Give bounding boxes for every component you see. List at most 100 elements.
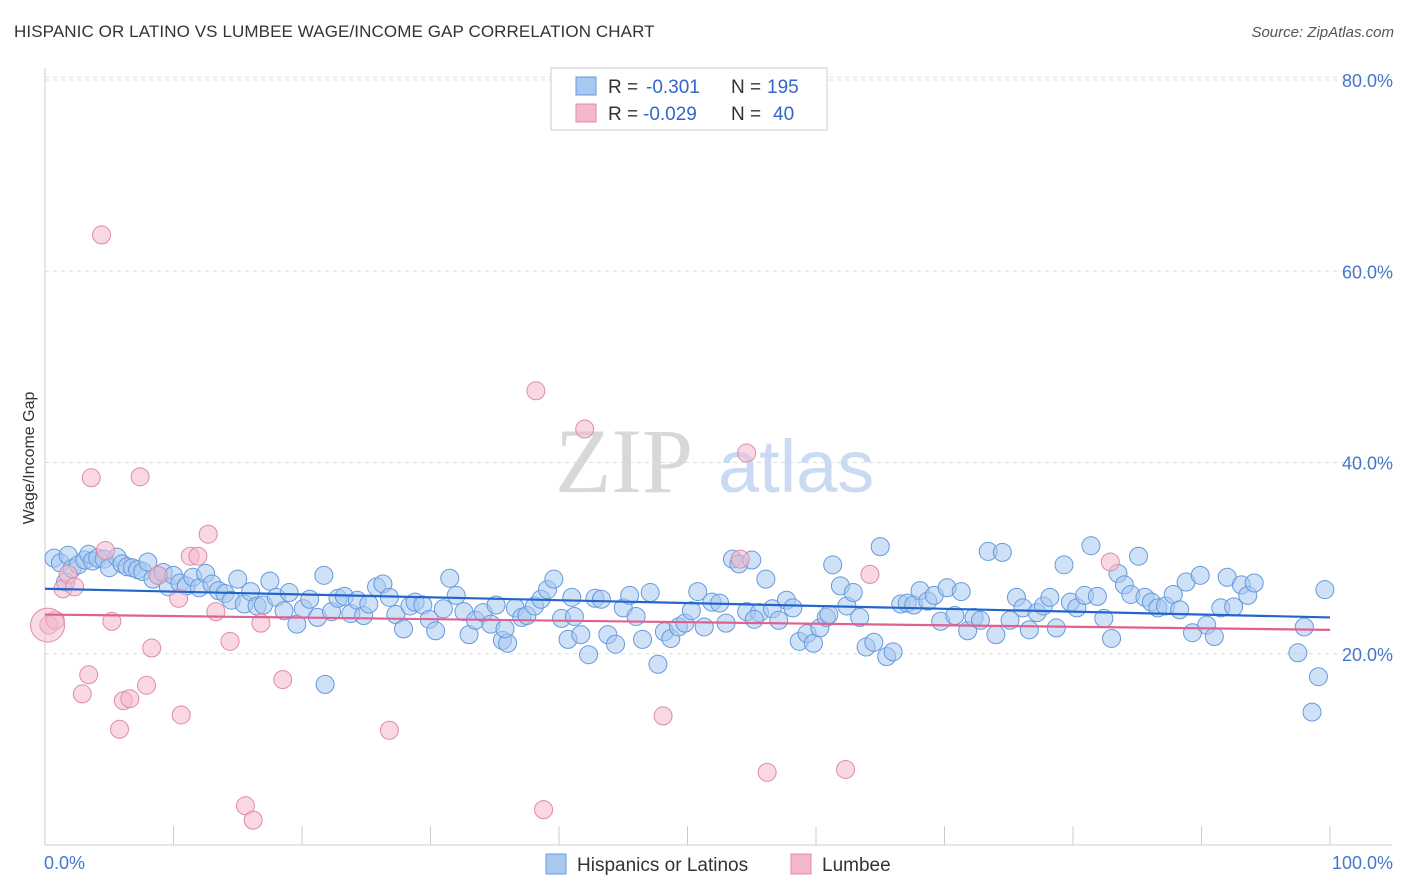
hispanic-point-66 <box>446 585 466 605</box>
hispanic-point-161 <box>1087 586 1107 606</box>
hispanic-point-147 <box>992 542 1012 562</box>
legend-r-label-0: R = <box>608 77 638 98</box>
hispanic-point-65 <box>440 568 460 588</box>
hispanic-point-129 <box>870 537 890 557</box>
lumbee-point-18 <box>169 588 189 608</box>
hispanic-point-155 <box>1046 618 1066 638</box>
hispanic-point-190 <box>315 674 335 694</box>
series-hispanics-points <box>44 536 1335 722</box>
lumbee-point-22 <box>198 524 218 544</box>
hispanic-point-146 <box>986 625 1006 645</box>
watermark-zip: ZIP <box>555 410 693 512</box>
hispanic-point-40 <box>274 601 294 621</box>
bottom-legend-label-hispanics: Hispanics or Latinos <box>577 855 748 876</box>
hispanic-point-126 <box>850 607 870 627</box>
hispanic-point-86 <box>579 645 599 665</box>
trend-lines <box>44 587 1331 631</box>
lumbee-point-15 <box>137 675 157 695</box>
hispanic-point-191 <box>562 587 582 607</box>
hispanic-point-141 <box>951 582 971 602</box>
hispanic-point-58 <box>394 619 414 639</box>
hispanic-point-156 <box>1054 555 1074 575</box>
hispanic-point-38 <box>260 571 280 591</box>
hispanic-point-188 <box>1308 667 1328 687</box>
y-tick-label-60: 60.0% <box>1342 262 1393 282</box>
y-tick-label-80: 80.0% <box>1342 71 1393 91</box>
chart-title: HISPANIC OR LATINO VS LUMBEE WAGE/INCOME… <box>14 22 655 41</box>
hispanic-point-122 <box>823 555 843 575</box>
x-axis-ticks <box>44 826 1331 845</box>
lumbee-point-38 <box>860 564 880 584</box>
lumbee-point-large <box>30 607 66 643</box>
bottom-legend-swatch-lumbee <box>790 853 812 875</box>
lumbee-point-5 <box>72 684 92 704</box>
lumbee-point-29 <box>379 720 399 740</box>
hispanic-point-72 <box>486 595 506 615</box>
hispanic-point-125 <box>843 583 863 603</box>
hispanic-point-151 <box>1019 620 1039 640</box>
hispanic-point-160 <box>1081 536 1101 556</box>
y-axis-title: Wage/Income Gap <box>21 392 38 525</box>
watermark-atlas: atlas <box>718 425 874 508</box>
stats-legend: R = -0.301 N = 195 R = -0.029 N = 40 <box>550 67 828 131</box>
lumbee-point-33 <box>653 706 673 726</box>
lumbee-point-35 <box>737 443 757 463</box>
hispanic-point-102 <box>688 582 708 602</box>
hispanic-point-163 <box>1102 628 1122 648</box>
lumbee-point-7 <box>81 468 101 488</box>
lumbee-point-28 <box>273 670 293 690</box>
hispanic-point-33 <box>228 569 248 589</box>
x-tick-label-min: 0.0% <box>44 853 85 873</box>
y-tick-label-40: 40.0% <box>1342 454 1393 474</box>
legend-swatch-lumbee <box>575 103 597 123</box>
hispanic-point-192 <box>819 605 839 625</box>
hispanic-point-173 <box>1170 600 1190 620</box>
lumbee-point-14 <box>130 467 150 487</box>
hispanic-point-128 <box>864 632 884 652</box>
hispanic-point-88 <box>591 589 611 609</box>
hispanic-point-193 <box>495 619 515 639</box>
hispanic-point-112 <box>756 569 776 589</box>
series-legend: Hispanics or Latinos Lumbee <box>545 853 891 876</box>
hispanic-point-64 <box>433 599 453 619</box>
gridlines <box>45 76 1392 655</box>
lumbee-point-39 <box>1100 552 1120 572</box>
source-label: Source: ZipAtlas.com <box>1251 24 1394 41</box>
lumbee-point-9 <box>95 540 115 560</box>
hispanic-point-94 <box>633 629 653 649</box>
legend-r-value-0: -0.301 <box>646 77 700 98</box>
hispanic-point-116 <box>783 598 803 618</box>
lumbee-point-32 <box>575 419 595 439</box>
hispanic-point-63 <box>426 621 446 641</box>
hispanic-point-187 <box>1302 702 1322 722</box>
lumbee-point-17 <box>148 565 168 585</box>
lumbee-point-4 <box>65 577 85 597</box>
lumbee-point-8 <box>92 225 112 245</box>
lumbee-trend-line <box>44 613 1331 631</box>
hispanic-point-84 <box>564 606 584 626</box>
hispanic-point-178 <box>1204 627 1224 647</box>
lumbee-point-31 <box>534 800 554 820</box>
lumbee-point-6 <box>79 665 99 685</box>
lumbee-point-19 <box>171 705 191 725</box>
hispanic-point-131 <box>883 642 903 662</box>
lumbee-point-34 <box>730 549 750 569</box>
legend-n-value-0: 195 <box>767 77 799 98</box>
hispanic-point-95 <box>640 583 660 603</box>
hispanic-point-46 <box>314 565 334 585</box>
lumbee-point-37 <box>836 759 856 779</box>
legend-n-label-1: N = <box>731 104 761 125</box>
lumbee-point-13 <box>120 689 140 709</box>
lumbee-point-27 <box>251 613 271 633</box>
hispanic-point-18 <box>138 552 158 572</box>
y-axis-tick-labels: 20.0% 40.0% 60.0% 80.0% <box>1342 71 1393 665</box>
legend-r-value-1: -0.029 <box>643 104 697 125</box>
series-lumbee-points <box>30 225 1120 830</box>
lumbee-point-10 <box>102 611 122 631</box>
hispanic-point-44 <box>300 589 320 609</box>
legend-n-label-0: N = <box>731 77 761 98</box>
lumbee-point-11 <box>110 719 130 739</box>
hispanic-point-186 <box>1294 617 1314 637</box>
lumbee-point-36 <box>757 762 777 782</box>
